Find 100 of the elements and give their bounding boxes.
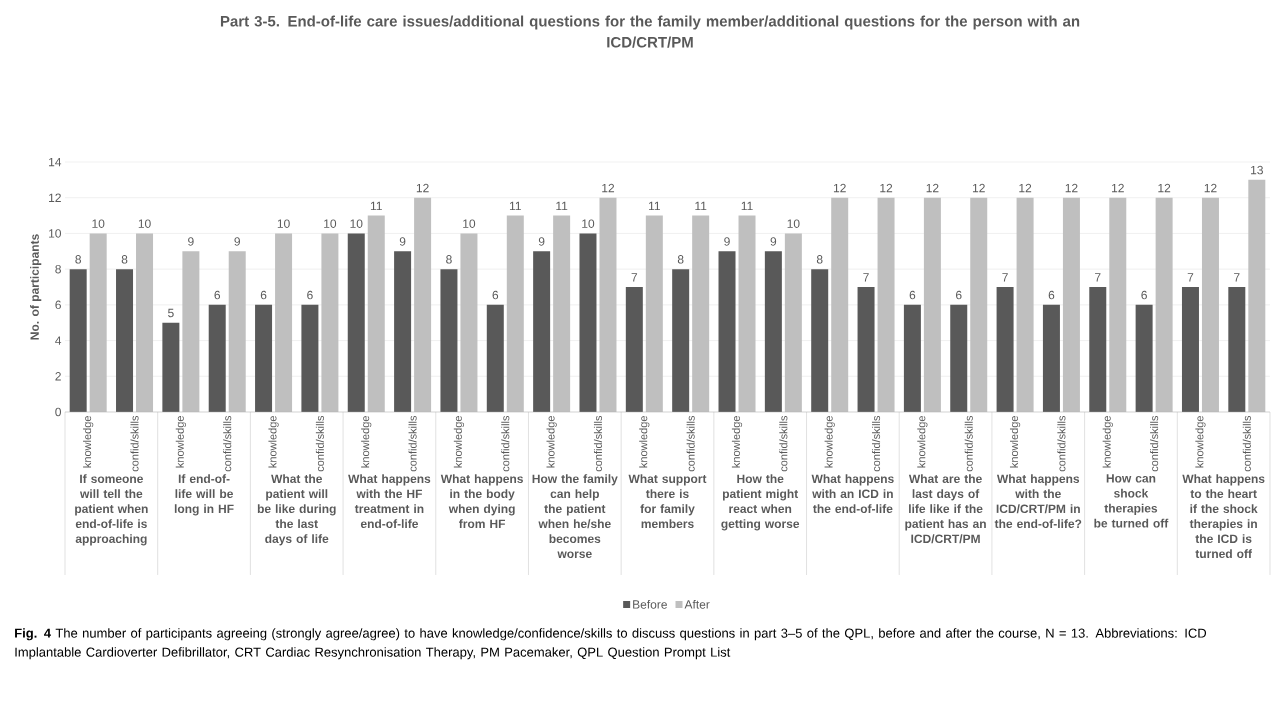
data-label: 9 xyxy=(538,237,545,246)
bar xyxy=(486,304,504,412)
bar xyxy=(116,269,134,412)
data-label: 7 xyxy=(863,273,869,282)
text: If someone will tell the patient when end-of-life is approaching xyxy=(75,474,148,546)
data-label: 7 xyxy=(1095,273,1101,282)
data-label: 8 xyxy=(446,255,452,264)
bar xyxy=(440,269,458,412)
bar xyxy=(718,251,736,412)
data-label: 12 xyxy=(926,183,939,193)
data-label: 12 xyxy=(416,183,429,193)
y-axis-title: No. of participants xyxy=(30,234,42,340)
data-label: 11 xyxy=(695,201,707,211)
data-label: 6 xyxy=(956,290,962,300)
data-label: 6 xyxy=(260,290,267,300)
data-label: 9 xyxy=(188,237,194,246)
data-label: 6 xyxy=(307,290,313,300)
data-label: 9 xyxy=(724,237,730,246)
bar xyxy=(811,269,829,412)
data-label: 10 xyxy=(582,219,595,228)
bar xyxy=(692,215,710,412)
x-tick-label: knowledge xyxy=(917,416,928,468)
bar xyxy=(301,304,319,412)
x-tick-label: knowledge xyxy=(731,416,743,468)
data-label: 6 xyxy=(492,290,499,300)
bar xyxy=(857,287,875,412)
bar xyxy=(275,233,293,412)
data-label: 11 xyxy=(556,201,568,211)
x-tick-label: knowledge xyxy=(268,416,279,468)
data-label: 10 xyxy=(324,219,337,228)
data-label: 7 xyxy=(1002,273,1008,282)
data-label: 12 xyxy=(972,183,985,193)
x-tick-label: knowledge xyxy=(453,416,465,468)
text: Fig. 4 The number of participants agreeing (strongly agree/agree) to have knowledge/confidence/skills to discuss questions in part 3–5 of the QPL, before and after the course, N = 13. Abbreviations: ICD Implantable Cardioverter Defibrillator, CRT Cardiac Resynchronisation Therapy, PM Pacemaker, QPL Question Prompt List xyxy=(15,628,1207,660)
x-tick-label: confid/skills xyxy=(593,415,603,472)
bar xyxy=(1228,287,1246,412)
bar xyxy=(460,233,478,412)
y-tick-label: 4 xyxy=(55,336,62,345)
text: What happens in the body when dying from HF xyxy=(440,474,523,528)
bar xyxy=(208,304,226,412)
x-tick-label: knowledge xyxy=(1195,416,1206,468)
y-tick-label: 2 xyxy=(55,372,61,381)
y-tick-label: 14 xyxy=(49,157,62,167)
bar xyxy=(784,233,802,412)
text: What happens to the heart if the shock therapies in the ICD is turned off xyxy=(1182,474,1265,558)
text: What are the last days of life like if the patient has an ICD/CRT/PM xyxy=(905,474,986,544)
bar xyxy=(533,251,551,412)
data-label: 8 xyxy=(677,255,684,264)
x-tick-label: knowledge xyxy=(639,416,650,468)
x-tick-label: knowledge xyxy=(1102,416,1113,468)
bar xyxy=(1155,197,1173,412)
data-label: 12 xyxy=(1158,183,1171,193)
data-label: 10 xyxy=(350,219,363,228)
text: What happens with an ICD in the end-of-life xyxy=(811,474,894,513)
bar xyxy=(996,287,1014,412)
data-label: 10 xyxy=(138,219,151,228)
bar xyxy=(1201,197,1219,412)
data-label: 12 xyxy=(1019,183,1032,193)
text: How the family can help the patient when he/she becomes worse xyxy=(532,474,618,558)
y-tick-label: 6 xyxy=(55,300,61,310)
x-tick-label: confid/skills xyxy=(1150,415,1159,472)
bar xyxy=(228,251,246,412)
bar xyxy=(162,322,180,412)
bar xyxy=(738,215,756,412)
bar xyxy=(579,233,597,412)
bar xyxy=(645,215,663,412)
x-tick-label: confid/skills xyxy=(686,415,695,472)
x-tick-label: confid/skills xyxy=(779,415,788,472)
bar xyxy=(89,233,107,412)
bar xyxy=(1135,304,1153,412)
x-tick-label: confid/skills xyxy=(408,415,417,472)
text: What happens with the HF treatment in end-of-life xyxy=(348,474,431,528)
data-label: 10 xyxy=(463,219,476,228)
bar xyxy=(950,304,968,412)
bar xyxy=(1062,197,1080,412)
bar xyxy=(764,251,782,412)
text: How can shock therapies be turned off xyxy=(1094,474,1169,528)
data-label: 8 xyxy=(75,255,81,264)
legend-label: Before xyxy=(633,599,667,609)
x-tick-label: knowledge xyxy=(1009,416,1021,468)
bar xyxy=(1042,304,1060,412)
data-label: 9 xyxy=(234,237,240,246)
bar xyxy=(599,197,617,412)
data-label: 7 xyxy=(631,273,638,282)
x-tick-label: knowledge xyxy=(824,416,835,468)
bar xyxy=(1181,287,1199,412)
bar xyxy=(367,215,385,412)
data-label: 12 xyxy=(1065,183,1078,193)
data-label: 10 xyxy=(787,219,800,228)
text: What support there is for family members xyxy=(628,474,707,528)
data-label: 11 xyxy=(649,201,660,211)
data-label: 12 xyxy=(602,183,615,193)
x-tick-label: knowledge xyxy=(361,416,372,468)
data-label: 12 xyxy=(1204,183,1217,193)
text: If end-of-life will be long in HF xyxy=(174,474,234,516)
y-tick-label: 12 xyxy=(49,193,61,202)
data-label: 9 xyxy=(399,237,406,246)
data-label: 5 xyxy=(168,308,174,318)
y-tick-label: 10 xyxy=(49,229,62,238)
data-label: 8 xyxy=(816,255,823,264)
